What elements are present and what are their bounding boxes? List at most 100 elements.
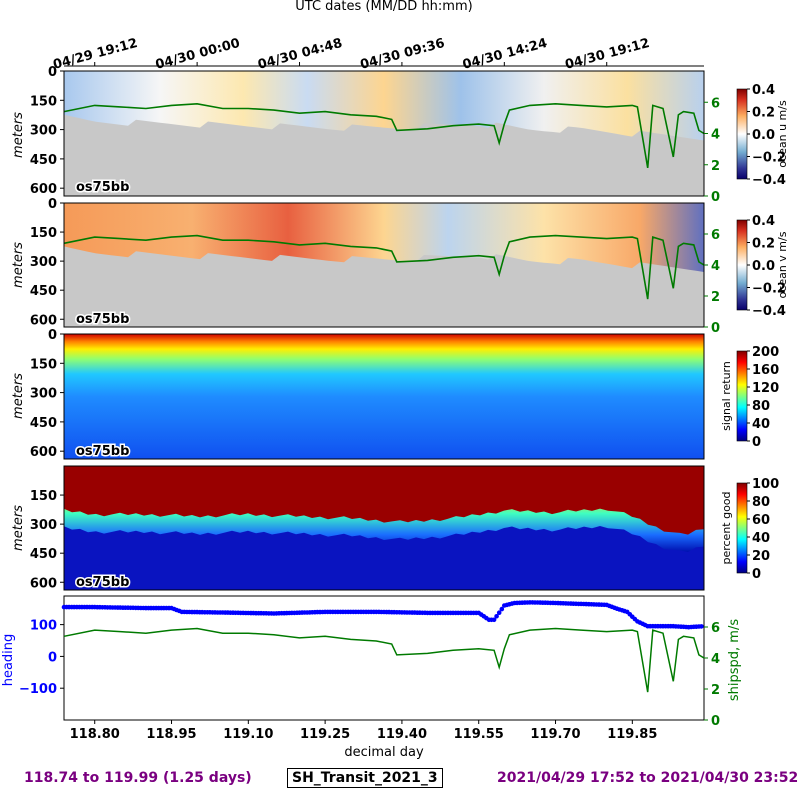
xtick-label: 119.85 (607, 727, 657, 742)
ytick-label: 600 (30, 576, 57, 591)
colorbar-tick-label: 160 (752, 363, 779, 378)
ocean-u-field (64, 71, 704, 141)
heading-point (494, 614, 499, 619)
heading-point (496, 610, 502, 615)
colorbar-tick-label: 0 (752, 435, 761, 450)
ylabel: meters (11, 242, 26, 288)
ylabel: meters (11, 112, 26, 158)
y2tick-label: 0 (711, 190, 720, 205)
y2tick-label: 0 (711, 321, 720, 336)
colorbar-tick-label: 60 (752, 513, 770, 528)
colorbar-signal-title: signal return (720, 361, 733, 431)
ytick-label: 300 (30, 255, 57, 270)
y2tick-label: 4 (711, 259, 720, 274)
heading-tick-label: 0 (48, 650, 57, 665)
top-tick-label: 04/30 19:12 (563, 36, 651, 73)
decimal-day-xticks: 118.80 118.95 119.10 119.25 119.40 119.55 119.… (70, 720, 657, 742)
shipspd-yticks: 6 4 2 0 (704, 621, 720, 729)
ytick-label: 300 (30, 124, 57, 139)
ytick-label: 300 (30, 518, 57, 533)
ylabel: meters (11, 505, 26, 551)
colorbar-v (736, 219, 748, 311)
y2tick-label: 2 (711, 290, 720, 305)
heading-yticks: 100 0 −100 (19, 619, 64, 697)
colorbar-tick-label: 0.4 (752, 214, 775, 229)
signal-return-panel: os75bb meters 0 150 300 450 600 200 160 120 80 4… (11, 328, 779, 461)
ocean-v-panel: os75bb meters 0 150 300 450 600 0 2 4 6 0.4 0.2 0… (11, 197, 789, 336)
heading-tick-label: 100 (30, 619, 57, 634)
top-tick-label: 04/30 09:36 (359, 36, 447, 73)
shipspd-ylabel: shipspd, m/s (727, 619, 742, 701)
footer-date-range: 2021/04/29 17:52 to 2021/04/30 23:52 (497, 770, 799, 786)
xtick-label: 119.40 (377, 727, 427, 742)
colorbar-tick-label: 0.0 (752, 128, 775, 143)
instrument-label: os75bb (76, 312, 129, 327)
colorbar-pg-title: percent good (720, 491, 733, 564)
ytick-label: 0 (48, 197, 57, 212)
ocean-u-panel: os75bb meters 0 150 300 450 600 0 2 4 6 0.4 0.2 0… (11, 65, 789, 205)
xtick-label: 118.95 (146, 727, 196, 742)
instrument-label: os75bb (76, 575, 129, 590)
colorbar-signal (736, 350, 748, 442)
top-tick-label: 04/30 04:48 (256, 36, 344, 73)
shipspd-series (63, 627, 705, 693)
shipspd-tick-label: 2 (711, 683, 720, 698)
ytick-label: 600 (30, 182, 57, 197)
colorbar-tick-label: 0.4 (752, 83, 775, 98)
xlabel: decimal day (344, 745, 424, 760)
ocean-v-shipspd-line (63, 234, 705, 300)
heading-point (699, 624, 704, 629)
ytick-label: 0 (48, 328, 57, 343)
colorbar-tick-label: −0.4 (752, 173, 786, 188)
ytick-label: 600 (30, 445, 57, 460)
shipspd-tick-label: 4 (711, 652, 720, 667)
ocean-u-shipspd-line (63, 102, 705, 169)
colorbar-tick-label: 0.0 (752, 259, 775, 274)
ytick-label: 150 (30, 489, 57, 504)
colorbar-tick-label: 40 (752, 531, 770, 546)
top-tick-label: 04/30 14:24 (461, 36, 549, 73)
ytick-label: 450 (30, 153, 57, 168)
y2tick-label: 4 (711, 128, 720, 143)
colorbar-u (736, 88, 748, 180)
ytick-label: 450 (30, 547, 57, 562)
colorbar-tick-label: 40 (752, 417, 770, 432)
top-tick-label: 04/29 19:12 (51, 36, 139, 73)
heading-tick-label: −100 (19, 682, 57, 697)
pg-good-field (64, 466, 704, 535)
ocean-v-field (64, 203, 704, 272)
xtick-label: 119.10 (223, 727, 273, 742)
colorbar-tick-label: 0.2 (752, 237, 775, 252)
ytick-label: 150 (30, 94, 57, 109)
colorbar-v-label: ocean v m/s (776, 231, 789, 298)
instrument-label: os75bb (76, 180, 129, 195)
colorbar-tick-label: 0.2 (752, 106, 775, 121)
xtick-label: 119.25 (300, 727, 350, 742)
heading-series (61, 600, 704, 630)
footer-cruise-name: SH_Transit_2021_3 (287, 768, 443, 788)
xtick-label: 119.55 (454, 727, 504, 742)
ytick-label: 450 (30, 416, 57, 431)
ytick-label: 150 (30, 226, 57, 241)
y2tick-label: 2 (711, 159, 720, 174)
colorbar-tick-label: 80 (752, 399, 770, 414)
footer-day-range: 118.74 to 119.99 (1.25 days) (24, 770, 252, 786)
colorbar-pg (736, 482, 748, 574)
colorbar-tick-label: −0.4 (752, 304, 786, 319)
top-tick-label: 04/30 00:00 (154, 36, 242, 73)
signal-field (64, 334, 704, 459)
colorbar-tick-label: 20 (752, 549, 770, 564)
ytick-label: 0 (48, 65, 57, 80)
instrument-label: os75bb (76, 444, 129, 459)
ytick-label: 150 (30, 357, 57, 372)
ytick-label: 600 (30, 313, 57, 328)
xtick-label: 118.80 (70, 727, 120, 742)
ytick-label: 300 (30, 387, 57, 402)
colorbar-tick-label: 0 (752, 567, 761, 582)
y2tick-label: 6 (711, 96, 720, 111)
colorbar-tick-label: −0.2 (752, 282, 786, 297)
colorbar-tick-label: −0.2 (752, 151, 786, 166)
xtick-label: 119.70 (530, 727, 580, 742)
